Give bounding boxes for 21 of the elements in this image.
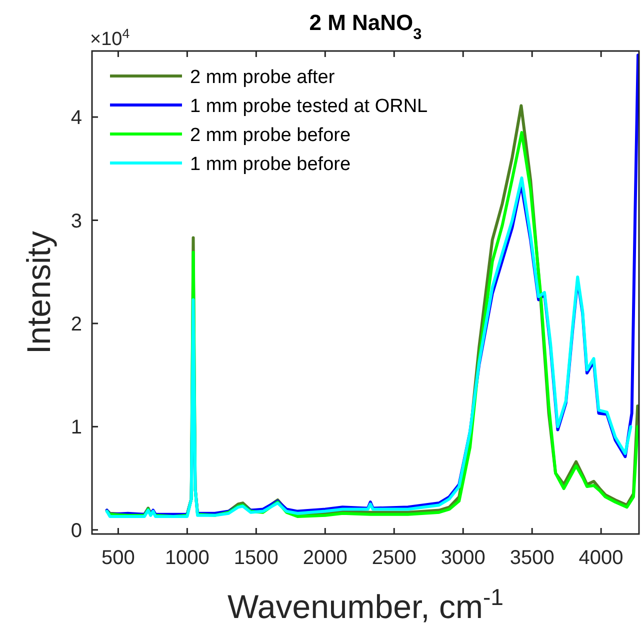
y-tick-label: 3 (70, 210, 82, 232)
x-tick-label: 3000 (440, 547, 486, 569)
text: ×10$^{4}$ (90, 26, 130, 50)
x-tick-label: 2500 (372, 547, 416, 569)
x-tick-label: 1000 (164, 547, 210, 569)
legend-label: 1 mm probe tested at ORNL (190, 96, 428, 117)
x-axis-title: Wavenumber, cm$^{-1}$ (227, 584, 504, 625)
chart-title: 2 M NaNO$_{3}$ (309, 10, 422, 42)
x-tick-label: 1500 (234, 547, 278, 569)
y-tick-label: 2 (70, 313, 82, 336)
x-tick-label: 3500 (510, 547, 554, 569)
legend-label: 1 mm probe before (190, 154, 351, 175)
x-tick-label: 2000 (302, 547, 348, 569)
legend-label: 2 mm probe before (190, 125, 351, 146)
y-tick-label: 1 (70, 416, 82, 439)
y-tick-label: 0 (70, 520, 82, 542)
x-tick-label: 500 (102, 547, 135, 569)
y-tick-label: 4 (70, 107, 82, 130)
y-axis-title: Intensity (20, 230, 57, 354)
x-tick-label: 4000 (578, 547, 624, 569)
legend-label: 2 mm probe after (190, 67, 336, 88)
